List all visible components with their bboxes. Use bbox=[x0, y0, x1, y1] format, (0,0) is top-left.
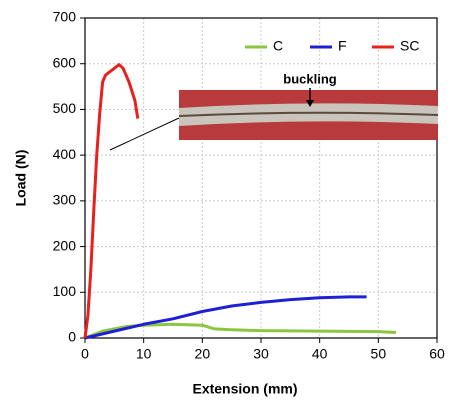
photo-layer bbox=[178, 111, 439, 117]
y-tick-label: 200 bbox=[53, 237, 77, 253]
legend-label: F bbox=[338, 38, 347, 54]
plot-frame bbox=[84, 17, 438, 339]
y-tick-label: 100 bbox=[53, 283, 77, 299]
x-tick-label: 0 bbox=[81, 346, 89, 362]
x-tick-label: 20 bbox=[195, 346, 211, 362]
y-tick-label: 0 bbox=[68, 329, 76, 345]
series-line bbox=[84, 322, 397, 340]
y-tick-label: 500 bbox=[53, 100, 77, 116]
legend-label: SC bbox=[400, 38, 419, 54]
x-tick-label: 50 bbox=[371, 346, 387, 362]
y-tick-label: 700 bbox=[53, 9, 77, 25]
y-tick-label: 600 bbox=[53, 54, 77, 70]
annotation: buckling bbox=[283, 71, 337, 86]
inset-pointer bbox=[109, 117, 180, 151]
x-tick-label: 30 bbox=[253, 346, 269, 362]
legend-label: C bbox=[273, 38, 283, 54]
inset-photo bbox=[178, 90, 439, 140]
x-tick-label: 10 bbox=[136, 346, 152, 362]
series-line bbox=[83, 63, 140, 339]
y-tick-label: 400 bbox=[53, 146, 77, 162]
annotation-arrowhead bbox=[306, 100, 314, 107]
x-axis-label: Extension (mm) bbox=[192, 381, 297, 397]
x-tick-label: 60 bbox=[429, 346, 445, 362]
series-line bbox=[84, 295, 367, 340]
x-tick-label: 40 bbox=[312, 346, 328, 362]
photo-specimen bbox=[179, 103, 438, 126]
y-axis-label: Load (N) bbox=[13, 150, 29, 207]
y-tick-label: 300 bbox=[53, 192, 77, 208]
